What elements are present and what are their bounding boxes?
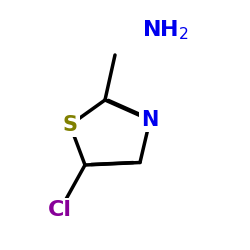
- Text: N: N: [141, 110, 159, 130]
- Text: S: S: [62, 115, 78, 135]
- Text: NH$_2$: NH$_2$: [142, 18, 190, 42]
- Text: Cl: Cl: [48, 200, 72, 220]
